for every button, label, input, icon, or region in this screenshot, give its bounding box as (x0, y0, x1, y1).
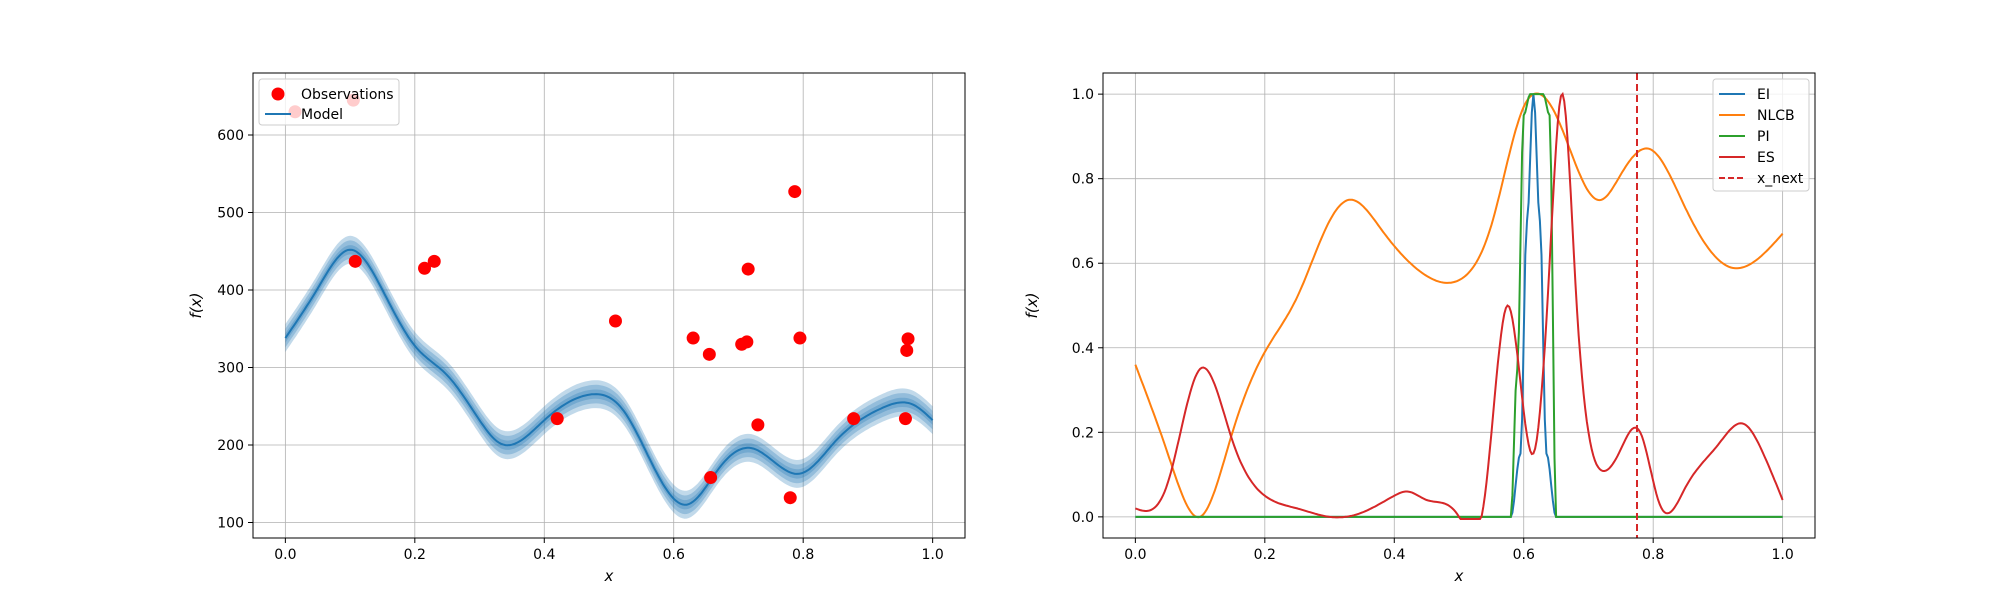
right-ytick-label: 0.2 (1072, 425, 1094, 441)
right-xtick-label: 0.4 (1383, 547, 1405, 563)
legend-pi-label: PI (1757, 129, 1770, 145)
left-xtick-label: 0.0 (274, 547, 296, 563)
observation-point (427, 254, 441, 268)
left-xtick-label: 1.0 (922, 547, 944, 563)
observation-point (686, 331, 700, 345)
legend-model-label: Model (301, 107, 343, 123)
observation-point (702, 347, 716, 361)
observation-point (793, 331, 807, 345)
left-frame (252, 72, 966, 539)
observation-point (900, 343, 914, 357)
right-xtick-label: 0.8 (1642, 547, 1664, 563)
left-ytick-label: 600 (217, 128, 244, 144)
left-legend-box (258, 78, 400, 126)
right-ytick-label: 0.8 (1072, 172, 1094, 188)
legend-es-label: ES (1757, 150, 1775, 166)
observation-point (348, 254, 362, 268)
left-ytick-label: 100 (217, 516, 244, 532)
right-ytick-label: 1.0 (1072, 87, 1094, 103)
left-xtick-label: 0.4 (533, 547, 555, 563)
left-xtick-label: 0.2 (404, 547, 426, 563)
left-ylabel: f(x) (187, 293, 205, 319)
right-frame (1102, 72, 1816, 539)
observation-point (783, 491, 797, 505)
right-xtick-label: 0.2 (1254, 547, 1276, 563)
observation-point (788, 185, 802, 199)
left-ytick-label: 400 (217, 283, 244, 299)
right-xtick-label: 1.0 (1772, 547, 1794, 563)
right-ytick-label: 0.4 (1072, 341, 1094, 357)
observation-point (740, 335, 754, 349)
series-line-pi (1135, 93, 1783, 518)
right-xlabel: x (1454, 567, 1464, 585)
observation-point (741, 262, 755, 276)
legend-nlcb-label: NLCB (1757, 108, 1795, 124)
legend-ei-label: EI (1757, 87, 1770, 103)
left-ytick-label: 300 (217, 361, 244, 377)
observation-point (847, 412, 861, 426)
right-ylabel: f(x) (1023, 293, 1041, 319)
observation-point (751, 418, 765, 432)
observation-point (608, 314, 622, 328)
observation-point (418, 261, 432, 275)
legend-observations-marker (271, 87, 285, 101)
series-line-ei (1135, 94, 1783, 518)
observation-point (898, 412, 912, 426)
series-line-es (1135, 91, 1784, 520)
right-xtick-label: 0.6 (1513, 547, 1535, 563)
left-xtick-label: 0.8 (792, 547, 814, 563)
right-ytick-label: 0.0 (1072, 510, 1094, 526)
left-ytick-label: 200 (217, 438, 244, 454)
right-xtick-label: 0.0 (1124, 547, 1146, 563)
model-confidence-band-0 (285, 235, 933, 519)
model-confidence-band-1 (285, 240, 933, 515)
left-xlabel: x (604, 567, 614, 585)
legend-observations-label: Observations (301, 87, 394, 103)
left-xtick-label: 0.6 (663, 547, 685, 563)
observation-point (704, 471, 718, 485)
model-line (284, 248, 934, 506)
right-legend-box (1712, 78, 1810, 192)
observation-point (550, 412, 564, 426)
observation-point (901, 332, 915, 346)
right-ytick-label: 0.6 (1072, 256, 1094, 272)
left-ytick-label: 500 (217, 206, 244, 222)
legend-x-next-label: x_next (1757, 171, 1804, 187)
series-line-nlcb (1134, 92, 1784, 519)
